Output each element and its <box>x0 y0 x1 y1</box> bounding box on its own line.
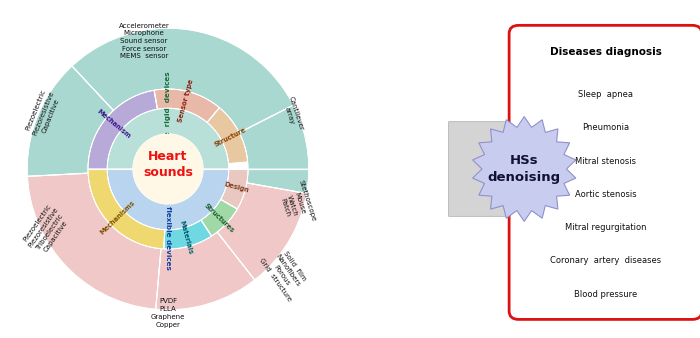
Polygon shape <box>220 169 248 209</box>
Text: Structure: Structure <box>214 126 248 148</box>
Text: Blood pressure: Blood pressure <box>574 290 637 299</box>
Text: Piezoelectric
Piezoresistive
Capacitive: Piezoelectric Piezoresistive Capacitive <box>25 87 62 139</box>
Polygon shape <box>72 28 293 133</box>
Text: Piezoelectric
Piezoresistive
Triboelectric
Capacitive: Piezoelectric Piezoresistive Triboelectr… <box>21 202 72 258</box>
Text: Structures: Structures <box>202 202 234 234</box>
Polygon shape <box>88 90 158 169</box>
Polygon shape <box>247 169 309 193</box>
Text: Stethoscope
Mouse
Watch
Patch: Stethoscope Mouse Watch Patch <box>275 179 316 229</box>
Polygon shape <box>154 89 219 122</box>
Text: Heart
sounds: Heart sounds <box>143 150 193 179</box>
Text: Mitral stenosis: Mitral stenosis <box>575 156 636 166</box>
Polygon shape <box>207 108 248 164</box>
Polygon shape <box>107 169 229 230</box>
Polygon shape <box>27 173 161 309</box>
Polygon shape <box>449 101 587 237</box>
Text: Mechanism: Mechanism <box>96 108 132 140</box>
Text: Wearable flexible devices: Wearable flexible devices <box>165 165 171 269</box>
Text: HSs
denoising: HSs denoising <box>488 154 561 184</box>
Text: PVDF
PLLA
Graphene
Copper: PVDF PLLA Graphene Copper <box>150 298 186 328</box>
Text: Materials: Materials <box>178 219 194 255</box>
Polygon shape <box>27 66 113 176</box>
Text: Cantilever
array: Cantilever array <box>281 95 305 134</box>
Text: Pneumonia: Pneumonia <box>582 123 629 132</box>
Polygon shape <box>88 169 164 249</box>
Polygon shape <box>107 108 229 169</box>
Text: Mitral regurgitation: Mitral regurgitation <box>565 223 646 232</box>
Polygon shape <box>164 220 211 249</box>
Polygon shape <box>473 117 576 221</box>
Text: Design: Design <box>223 181 249 193</box>
Polygon shape <box>155 232 255 310</box>
Text: Sleep  apnea: Sleep apnea <box>578 90 633 99</box>
Polygon shape <box>201 199 237 236</box>
Text: Diseases diagnosis: Diseases diagnosis <box>550 47 662 57</box>
Polygon shape <box>217 183 307 280</box>
Polygon shape <box>239 105 309 169</box>
Text: Accelerometer
Microphone
Sound sensor
Force sensor
MEMS  sensor: Accelerometer Microphone Sound sensor Fo… <box>118 23 169 59</box>
Text: Wearable  rigid  devices: Wearable rigid devices <box>165 72 171 170</box>
Text: Coronary  artery  diseases: Coronary artery diseases <box>550 257 661 265</box>
Text: Solid  film
Nanofibers
Porous
Grid  structure: Solid film Nanofibers Porous Grid struct… <box>258 244 312 302</box>
FancyBboxPatch shape <box>509 25 700 319</box>
Text: Mechanisms: Mechanisms <box>99 200 136 236</box>
Text: Aortic stenosis: Aortic stenosis <box>575 190 636 199</box>
Circle shape <box>133 134 203 204</box>
Text: Sensor type: Sensor type <box>178 79 195 123</box>
